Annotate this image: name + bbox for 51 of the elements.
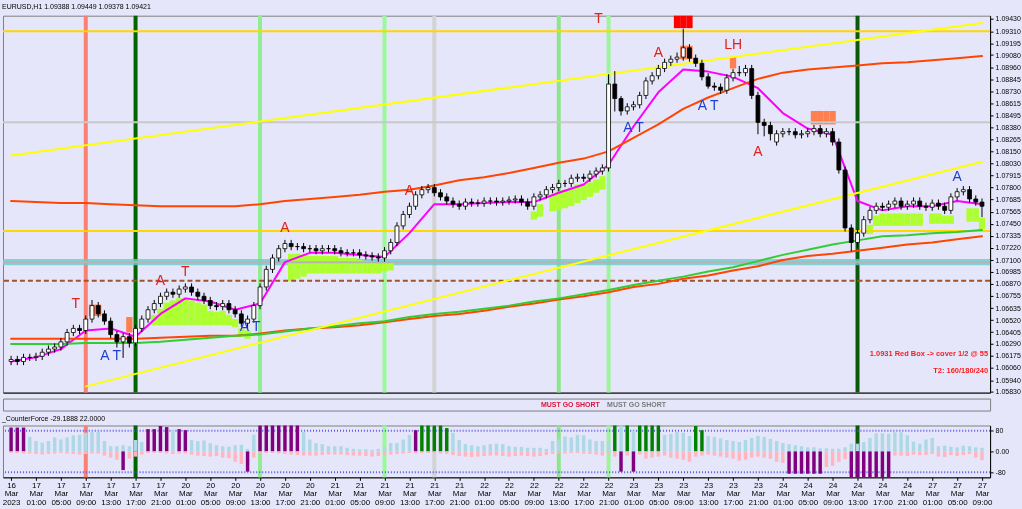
x-tick-label: 23 Mar 05:00 [648,480,670,507]
x-tick-label: 24 Mar 13:00 [848,480,869,507]
x-tick-label: 21 Mar 21:00 [449,480,471,507]
x-tick-label: 22 Mar 09:00 [524,480,545,507]
annotation: A T [623,118,645,135]
x-tick-label: 23 Mar 09:00 [673,480,695,507]
x-tick-label: 21 Mar 17:00 [424,480,446,507]
annotation: A [155,272,166,289]
annotation: A [753,142,764,159]
x-tick-label: 27 Mar 05:00 [947,480,969,507]
x-tick-label: 22 Mar 13:00 [549,480,570,507]
x-tick-label: 20 Mar 21:00 [300,480,321,507]
x-tick-label: 24 Mar 05:00 [798,480,819,507]
x-tick-label: 21 Mar 13:00 [399,480,421,507]
x-tick-label: 16 Mar 2023 [2,480,22,507]
x-tick-label: 22 Mar 01:00 [474,480,496,507]
x-tick-label: 22 Mar 21:00 [599,480,620,507]
x-tick-label: 17 Mar 21:00 [150,480,172,507]
x-tick-label: 23 Mar 17:00 [723,480,745,507]
x-tick-label: 21 Mar 01:00 [325,480,346,507]
x-tick-label: 21 Mar 09:00 [375,480,396,507]
x-tick-label: 20 Mar 05:00 [200,480,222,507]
annotation: T [181,262,191,279]
annotation: A T [697,97,719,114]
x-tick-label: 23 Mar 01:00 [623,480,645,507]
annotation: T [594,10,604,27]
x-tick-label: 17 Mar 17:00 [126,480,147,507]
x-tick-label: 20 Mar 17:00 [275,480,296,507]
x-tick-label: 24 Mar 21:00 [897,480,919,507]
x-tick-label: 20 Mar 13:00 [250,480,272,507]
x-tick-label: 23 Mar 13:00 [698,480,720,507]
x-tick-label: 24 Mar 17:00 [872,480,894,507]
x-tick-label: 22 Mar 17:00 [574,480,595,507]
annotation: T [71,295,81,311]
x-tick-label: 20 Mar 01:00 [175,480,197,507]
x-tick-label: 17 Mar 05:00 [51,480,72,507]
x-tick-label: 20 Mar 09:00 [225,480,247,507]
x-tick-label: 27 Mar 01:00 [922,480,944,507]
x-tick-label: 17 Mar 01:00 [26,480,48,507]
x-tick-label: 17 Mar 13:00 [101,480,122,507]
x-tick-label: 17 Mar 09:00 [76,480,97,507]
x-tick-label: 23 Mar 21:00 [748,480,769,507]
annotation: A T [100,346,122,363]
annotation: A [952,167,963,184]
x-tick-label: 27 Mar 09:00 [972,480,994,507]
x-tick-label: 22 Mar 05:00 [499,480,521,507]
x-tick-label: 21 Mar 05:00 [350,480,371,507]
x-tick-label: 24 Mar 09:00 [823,480,844,507]
annotation: A [653,44,664,61]
x-tick-label: 24 Mar 01:00 [773,480,794,507]
annotation: LH [724,36,742,53]
